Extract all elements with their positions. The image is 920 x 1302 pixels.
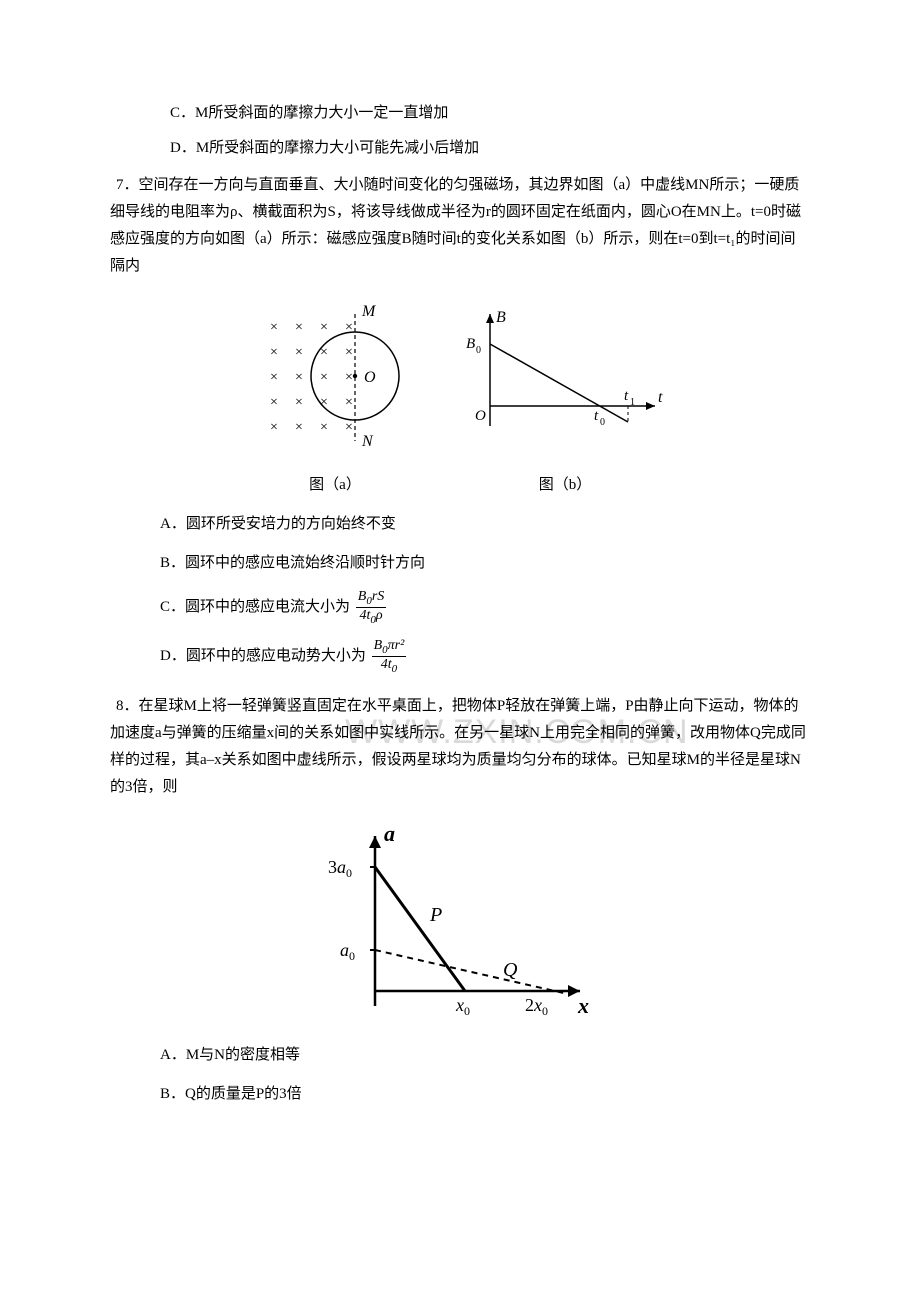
q6-option-d: D．M所受斜面的摩擦力大小可能先减小后增加 xyxy=(170,135,810,162)
q7-block: 7．空间存在一方向与直面垂直、大小随时间变化的匀强磁场，其边界如图（a）中虚线M… xyxy=(110,172,810,675)
q7-option-d: D．圆环中的感应电动势大小为 B0πr² 4t0 xyxy=(160,638,810,675)
svg-text:×: × xyxy=(320,320,328,335)
q7-optc-prefix: C．圆环中的感应电流大小为 xyxy=(160,599,350,615)
svg-text:3a0: 3a0 xyxy=(328,857,352,880)
q7-figures: ×××× ×××× ×××× ×××× ×××× M xyxy=(110,296,810,499)
q8-number: 8． xyxy=(116,698,139,714)
svg-text:×: × xyxy=(270,420,278,435)
q7-optc-frac: B0rS 4t0ρ xyxy=(356,589,387,626)
q7-figure-a-caption: 图（a） xyxy=(250,472,420,499)
svg-text:a0: a0 xyxy=(340,940,355,963)
q7-figure-b: B B 0 O t 0 t 1 t 图（b） xyxy=(460,296,670,499)
svg-text:t: t xyxy=(624,388,629,404)
svg-text:2x0: 2x0 xyxy=(525,995,548,1018)
svg-text:×: × xyxy=(345,395,353,410)
svg-text:t: t xyxy=(594,408,599,424)
svg-text:×: × xyxy=(345,345,353,360)
q7-figure-a: ×××× ×××× ×××× ×××× ×××× M xyxy=(250,296,420,499)
svg-text:0: 0 xyxy=(600,417,605,428)
svg-text:B: B xyxy=(466,336,475,352)
svg-text:×: × xyxy=(345,420,353,435)
svg-text:0: 0 xyxy=(476,345,481,356)
q7-body: 空间存在一方向与直面垂直、大小随时间变化的匀强磁场，其边界如图（a）中虚线MN所… xyxy=(110,177,801,274)
q7-option-b: B．圆环中的感应电流始终沿顺时针方向 xyxy=(160,550,810,577)
svg-text:×: × xyxy=(295,320,303,335)
svg-text:N: N xyxy=(361,433,374,450)
svg-text:×: × xyxy=(270,370,278,385)
q7-optd-prefix: D．圆环中的感应电动势大小为 xyxy=(160,648,366,664)
q8-figure: 3a0 a0 x0 2x0 a x P Q xyxy=(110,821,810,1026)
q7-number: 7． xyxy=(116,177,139,193)
svg-text:×: × xyxy=(270,395,278,410)
q7-optd-frac: B0πr² 4t0 xyxy=(372,638,407,675)
svg-text:O: O xyxy=(364,369,376,386)
q7-option-c: C．圆环中的感应电流大小为 B0rS 4t0ρ xyxy=(160,589,810,626)
svg-text:x: x xyxy=(577,993,589,1018)
q8-block: 8．在星球M上将一轻弹簧竖直固定在水平桌面上，把物体P轻放在弹簧上端，P由静止向… xyxy=(110,693,810,1108)
q7-figure-b-caption: 图（b） xyxy=(460,472,670,499)
q8-body: 在星球M上将一轻弹簧竖直固定在水平桌面上，把物体P轻放在弹簧上端，P由静止向下运… xyxy=(110,698,806,795)
svg-text:M: M xyxy=(361,303,377,320)
svg-text:O: O xyxy=(475,408,486,424)
svg-text:×: × xyxy=(270,345,278,360)
svg-text:x0: x0 xyxy=(455,995,470,1018)
svg-text:×: × xyxy=(320,420,328,435)
q8-option-b: B．Q的质量是P的3倍 xyxy=(160,1081,810,1108)
svg-text:t: t xyxy=(658,389,663,406)
svg-text:×: × xyxy=(295,345,303,360)
svg-text:a: a xyxy=(384,821,395,846)
svg-text:×: × xyxy=(345,370,353,385)
svg-text:P: P xyxy=(429,904,442,926)
svg-text:B: B xyxy=(496,309,506,326)
svg-text:×: × xyxy=(320,370,328,385)
svg-text:Q: Q xyxy=(503,959,518,981)
svg-text:×: × xyxy=(270,320,278,335)
q8-option-a: A．M与N的密度相等 xyxy=(160,1042,810,1069)
svg-text:×: × xyxy=(295,370,303,385)
svg-text:×: × xyxy=(295,395,303,410)
svg-text:1: 1 xyxy=(630,397,635,408)
q7-option-a: A．圆环所受安培力的方向始终不变 xyxy=(160,511,810,538)
q6-option-c: C．M所受斜面的摩擦力大小一定一直增加 xyxy=(170,100,810,127)
svg-text:×: × xyxy=(295,420,303,435)
